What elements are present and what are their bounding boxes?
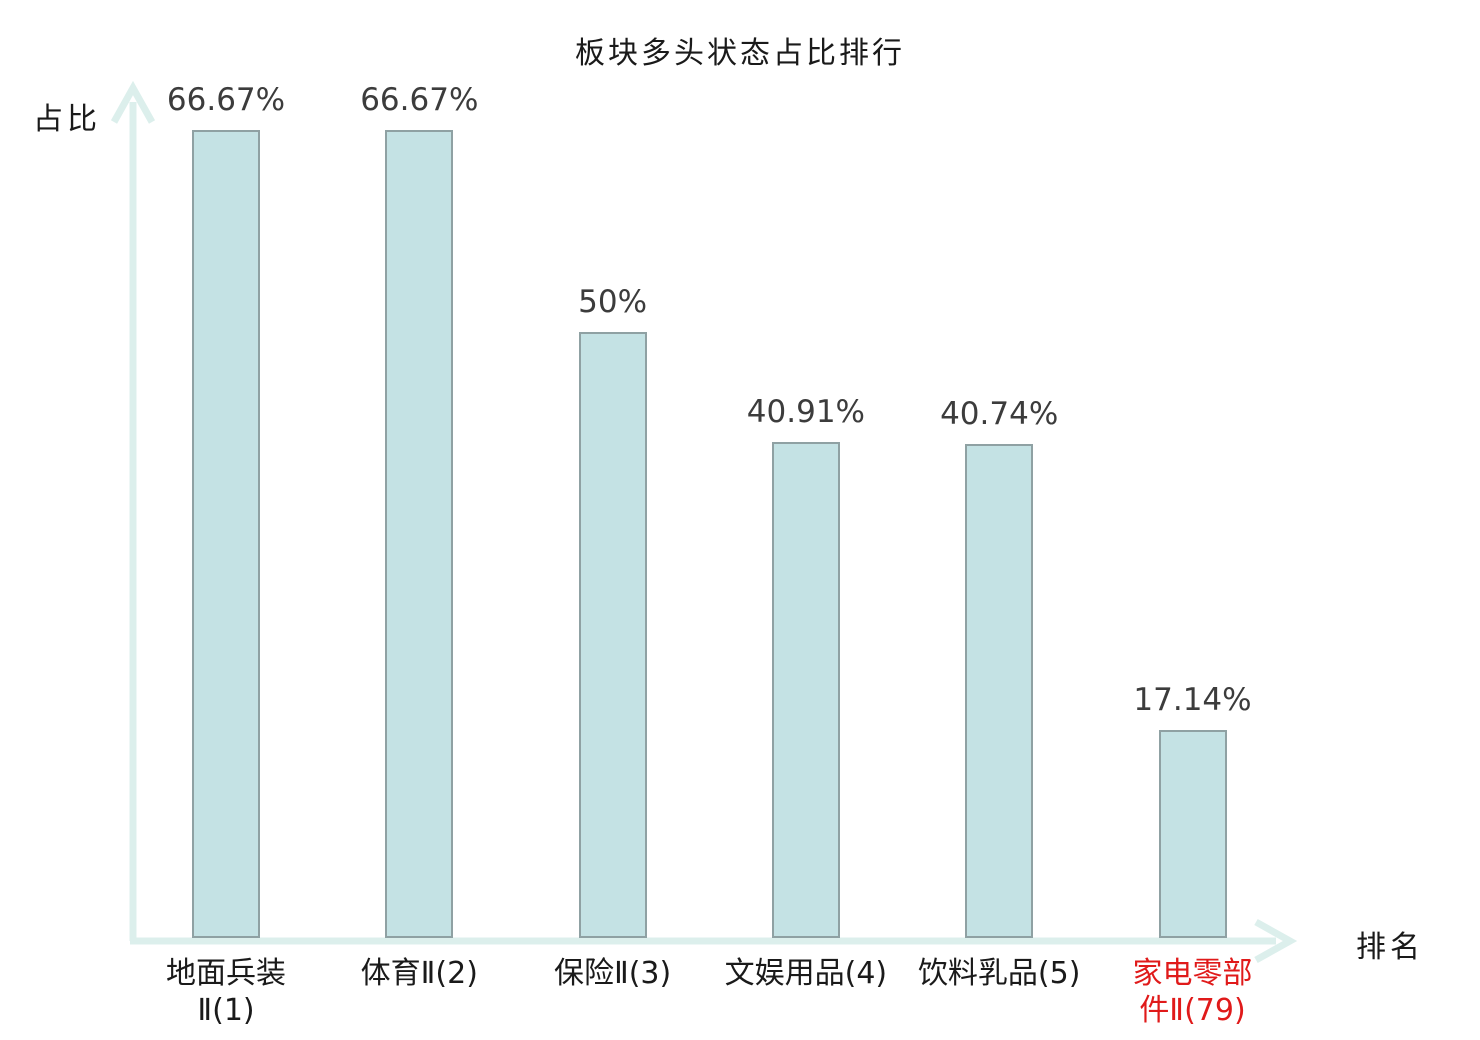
bar xyxy=(1158,730,1227,938)
bar xyxy=(771,442,840,938)
bar-value-label: 66.67% xyxy=(166,82,286,118)
chart-title: 板块多头状态占比排行 xyxy=(575,36,905,71)
x-axis-arrow-icon xyxy=(1254,918,1298,964)
bar xyxy=(965,444,1034,938)
bar-value-label: 50% xyxy=(578,284,648,321)
y-axis-label: 占比 xyxy=(33,102,101,137)
bar-value-label: 40.91% xyxy=(746,394,865,431)
y-axis-arrow-icon xyxy=(110,80,156,124)
x-tick-label: 文娱用品(4) xyxy=(724,956,888,991)
bar-value-label: 17.14% xyxy=(1133,682,1252,719)
bar xyxy=(192,130,260,938)
x-axis-label: 排名 xyxy=(1356,930,1424,965)
bar-value-label: 40.74% xyxy=(940,396,1059,433)
x-tick-label: 饮料乳品(5) xyxy=(917,956,1081,991)
x-tick-label: 地面兵装 Ⅱ(1) xyxy=(166,956,286,1028)
bar xyxy=(578,332,647,938)
x-tick-label: 保险Ⅱ(3) xyxy=(553,956,672,991)
bar-value-label: 66.67% xyxy=(360,82,479,118)
x-tick-label: 体育Ⅱ(2) xyxy=(360,956,478,991)
x-tick-label: 家电零部 件Ⅱ(79) xyxy=(1132,956,1253,1028)
bar xyxy=(385,130,454,938)
